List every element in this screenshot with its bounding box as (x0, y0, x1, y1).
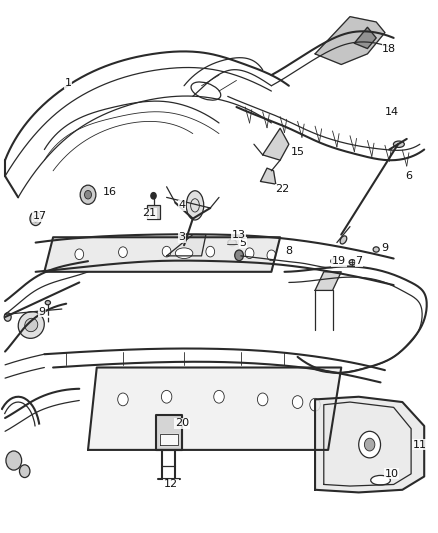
Polygon shape (315, 17, 385, 64)
Text: 19: 19 (332, 256, 346, 266)
Ellipse shape (45, 301, 50, 305)
Ellipse shape (331, 259, 336, 264)
Ellipse shape (349, 260, 355, 265)
Circle shape (118, 393, 128, 406)
Circle shape (245, 248, 254, 259)
Text: 12: 12 (164, 480, 178, 489)
Text: 20: 20 (175, 418, 189, 429)
Polygon shape (88, 368, 341, 450)
Ellipse shape (373, 247, 379, 252)
Ellipse shape (393, 141, 404, 148)
Text: 10: 10 (385, 469, 399, 479)
Circle shape (206, 246, 215, 257)
Text: 8: 8 (285, 246, 293, 255)
Ellipse shape (18, 312, 44, 338)
Circle shape (214, 390, 224, 403)
Circle shape (4, 313, 11, 321)
Ellipse shape (175, 248, 193, 259)
Polygon shape (44, 237, 280, 272)
Text: 1: 1 (65, 78, 72, 88)
Circle shape (292, 395, 303, 408)
Polygon shape (263, 128, 289, 160)
Circle shape (258, 393, 268, 406)
Ellipse shape (186, 191, 204, 220)
Ellipse shape (371, 475, 390, 485)
Circle shape (161, 390, 172, 403)
Circle shape (310, 398, 320, 411)
Polygon shape (315, 397, 424, 492)
Text: 21: 21 (142, 208, 156, 219)
Circle shape (151, 192, 156, 199)
Ellipse shape (228, 239, 237, 246)
Ellipse shape (340, 236, 347, 244)
Polygon shape (166, 235, 206, 256)
Circle shape (75, 249, 84, 260)
Text: 16: 16 (103, 187, 117, 197)
Circle shape (235, 250, 244, 261)
Polygon shape (315, 272, 341, 290)
Text: 6: 6 (406, 171, 413, 181)
Circle shape (364, 438, 375, 451)
Polygon shape (155, 415, 182, 450)
Text: 3: 3 (178, 232, 185, 243)
Circle shape (85, 190, 92, 199)
Polygon shape (261, 168, 276, 184)
Text: 11: 11 (413, 440, 427, 450)
Text: 9: 9 (381, 243, 389, 253)
Text: 14: 14 (385, 107, 399, 117)
Text: 9: 9 (39, 306, 46, 317)
Circle shape (6, 451, 21, 470)
Polygon shape (354, 27, 376, 49)
Circle shape (80, 185, 96, 204)
Text: 5: 5 (240, 238, 247, 247)
Circle shape (19, 465, 30, 478)
Ellipse shape (25, 318, 38, 332)
Text: 4: 4 (178, 200, 185, 211)
Circle shape (359, 431, 381, 458)
FancyBboxPatch shape (147, 205, 160, 219)
Text: 13: 13 (232, 230, 246, 240)
Polygon shape (160, 434, 177, 445)
Circle shape (30, 212, 41, 225)
Text: 18: 18 (382, 44, 396, 53)
Text: 15: 15 (290, 147, 304, 157)
Circle shape (119, 247, 127, 257)
Text: 22: 22 (275, 184, 290, 195)
Text: 7: 7 (355, 256, 362, 266)
Text: 17: 17 (33, 211, 47, 221)
Circle shape (267, 250, 276, 261)
Circle shape (162, 246, 171, 257)
